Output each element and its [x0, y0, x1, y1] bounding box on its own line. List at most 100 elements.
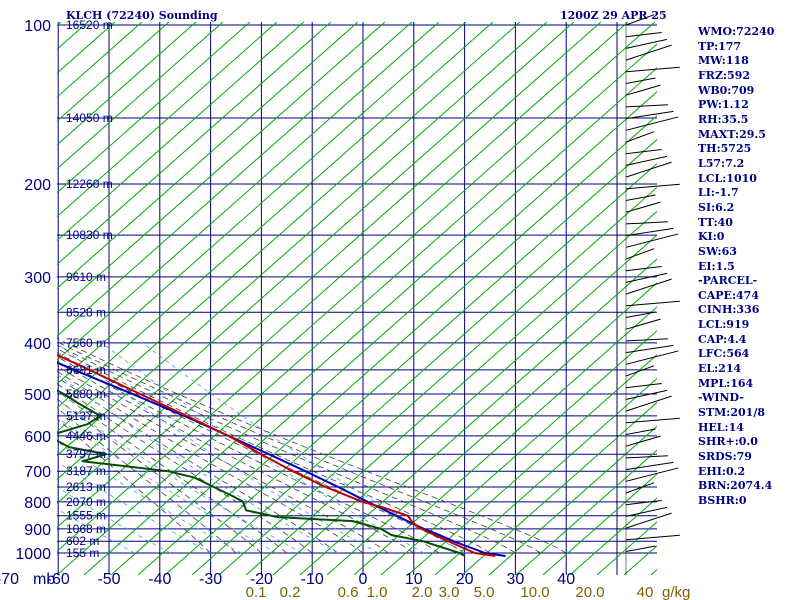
dry-adiabat-line: [137, 115, 657, 575]
temperature-tick-label: -30: [199, 571, 222, 588]
wind-barb: [625, 500, 662, 506]
temperature-tick-label: -70: [0, 571, 19, 588]
wind-barb: [625, 221, 668, 225]
mixing-ratio-tick-label: 5.0: [474, 584, 495, 600]
index-item: EL:214: [698, 362, 742, 376]
wind-barb: [625, 365, 655, 377]
index-item: EHI:0.2: [698, 464, 746, 478]
temperature-tick-label: -50: [97, 571, 120, 588]
wind-barb: [625, 104, 668, 108]
pressure-label: 100: [24, 18, 51, 35]
temperature-tick-label: 20: [456, 571, 474, 588]
wind-barb: [625, 116, 679, 131]
mixing-ratio-line: [57, 343, 379, 554]
height-label: 2070 m: [66, 495, 106, 509]
moist-adiabat-line: [57, 417, 211, 554]
wind-barb: [625, 233, 679, 248]
wind-barb: [625, 482, 655, 494]
temperature-tick-label: -60: [47, 571, 70, 588]
mixing-ratio-line: [57, 508, 135, 554]
height-label: 3797 m: [66, 447, 106, 461]
dry-adiabat-line: [57, 22, 440, 361]
index-item: SHR+:0.0: [698, 435, 758, 449]
index-item: SI:6.2: [698, 200, 735, 214]
wind-barb: [625, 84, 661, 96]
index-item: WB0:709: [698, 83, 755, 97]
index-item: BRN:2074.4: [698, 479, 773, 493]
wind-barb: [625, 77, 656, 84]
wind-barb: [625, 248, 655, 260]
index-item: MPL:164: [698, 376, 754, 390]
index-item: MAXT:29.5: [698, 127, 766, 141]
index-item: CAPE:474: [698, 288, 759, 302]
moist-adiabat-line: [57, 370, 364, 554]
height-labels: 16520 m 14050 m 12260 m 10830 m 9610 m 8528 m…: [66, 18, 113, 560]
dry-adiabat-line: [57, 22, 278, 218]
height-label: 1555 m: [66, 509, 106, 523]
index-item: MW:118: [698, 54, 749, 68]
dry-adiabat-line: [57, 22, 494, 409]
height-label: 8528 m: [66, 305, 106, 319]
moist-adiabat-line: [57, 348, 491, 554]
wind-barb: [625, 350, 679, 365]
wind-barb: [625, 266, 662, 272]
height-label: 7560 m: [66, 336, 106, 350]
index-item: STM:201/8: [698, 406, 765, 420]
mixing-ratio-line: [101, 342, 425, 554]
mixing-ratio-tick-label: 1.0: [367, 584, 388, 600]
dry-adiabat-line: [57, 22, 575, 481]
mixing-ratio-tick-label: 40: [637, 584, 654, 600]
dry-adiabat-line: [57, 22, 386, 313]
wind-barb: [625, 461, 674, 471]
temperature-tick-label: -20: [250, 571, 273, 588]
mixing-ratio-tick-label: 20.0: [575, 584, 604, 600]
dry-adiabat-line: [191, 162, 657, 575]
index-item: KI:0: [698, 230, 725, 244]
wind-barb: [625, 110, 674, 120]
moist-adiabat-line: [57, 341, 542, 554]
temperature-tick-label: 0: [359, 571, 368, 588]
wind-barb: [625, 395, 672, 412]
wind-barb: [625, 512, 672, 529]
stability-indices-list: WMO:72240 TP:177 MW:118 FRZ:592 WB0:709 PW:1.…: [698, 25, 774, 509]
temperature-line: [57, 353, 496, 557]
dry-adiabat-line: [515, 449, 657, 575]
index-item: PW:1.12: [698, 98, 749, 112]
index-item: LI:-1.7: [698, 186, 739, 200]
wind-barb: [625, 545, 656, 552]
height-label: 1068 m: [66, 522, 106, 536]
dry-adiabat-line: [110, 91, 657, 575]
moist-adiabat-line: [57, 376, 338, 554]
dry-adiabat-line: [488, 425, 657, 575]
temperature-tick-label: -10: [301, 571, 324, 588]
mixing-ratio-line: [57, 441, 242, 554]
wind-barb: [625, 194, 656, 201]
mixing-ratio-line: [57, 417, 277, 554]
pressure-label: 600: [24, 429, 51, 446]
wind-barb: [625, 272, 668, 283]
wind-barb: [625, 318, 661, 330]
dry-adiabat-line: [407, 353, 657, 575]
index-item: CAP:4.4: [698, 332, 747, 346]
pressure-label: 300: [24, 270, 51, 287]
temperature-tick-label: 30: [507, 571, 525, 588]
pressure-label: 1000: [15, 546, 51, 563]
temperature-tick-label: 40: [557, 571, 575, 588]
dry-adiabat-line: [57, 22, 224, 170]
moist-adiabat-line: [57, 338, 567, 554]
moist-adiabat-line: [57, 344, 516, 554]
wind-barb: [625, 344, 674, 354]
moist-adiabat-line: [57, 383, 313, 554]
temperature-tick-label: -40: [148, 571, 171, 588]
height-label: 10830 m: [66, 228, 113, 242]
wind-barb: [625, 506, 668, 517]
moist-adiabat-line: [57, 360, 415, 554]
dry-adiabat-line: [326, 282, 657, 575]
dry-adiabat-line: [57, 22, 251, 194]
index-item: TT:40: [698, 215, 733, 229]
wind-barb: [625, 66, 680, 73]
dry-adiabat-line: [57, 22, 359, 289]
index-item: TP:177: [698, 39, 742, 53]
temperature-tick-label: 10: [405, 571, 423, 588]
index-item: L57:7.2: [698, 156, 745, 170]
